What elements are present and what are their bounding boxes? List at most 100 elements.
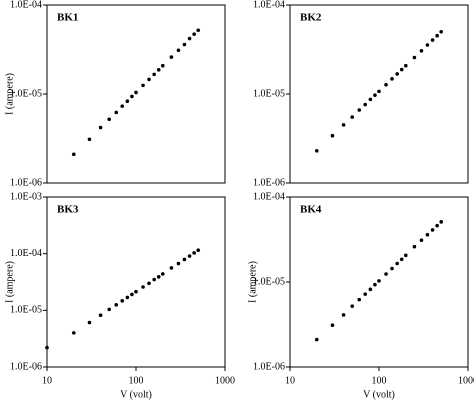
data-point <box>341 313 346 317</box>
data-point <box>363 292 368 296</box>
data-point <box>87 137 92 142</box>
data-point <box>125 295 130 300</box>
data-point <box>196 248 201 253</box>
data-point <box>187 36 192 41</box>
data-point <box>425 232 430 237</box>
x-axis-label: V (volt) <box>363 389 395 400</box>
plot-frame <box>46 196 226 368</box>
data-point <box>350 304 355 308</box>
data-point <box>71 331 76 335</box>
panel-title: BK3 <box>57 204 79 216</box>
data-point <box>439 220 444 224</box>
y-axis-label: I (ampere) <box>4 73 15 115</box>
data-point <box>363 102 368 107</box>
data-point <box>196 28 201 33</box>
data-point <box>187 254 192 258</box>
data-point <box>403 253 408 258</box>
data-point <box>419 48 424 53</box>
data-point <box>330 133 335 138</box>
data-point <box>152 277 156 282</box>
data-point <box>419 238 424 243</box>
data-point <box>384 272 388 276</box>
data-point <box>384 82 388 87</box>
data-point <box>134 90 138 95</box>
panel-title: BK1 <box>57 12 78 24</box>
y-tick-label: 1.0E-04 <box>10 0 42 10</box>
data-point <box>134 289 138 294</box>
data-point <box>435 223 439 228</box>
y-tick-label: 1.0E-06 <box>253 177 285 188</box>
data-point <box>176 261 181 266</box>
y-tick-label: 1.0E-04 <box>10 248 42 259</box>
data-point <box>152 72 156 77</box>
data-point <box>357 297 362 302</box>
y-tick-label: 1.0E-03 <box>10 191 42 202</box>
data-point <box>130 292 134 297</box>
y-tick-label: 1.0E-06 <box>10 361 42 372</box>
data-point <box>160 272 165 276</box>
data-point <box>107 307 112 312</box>
data-point <box>377 279 381 283</box>
x-tick-label: 100 <box>129 375 144 386</box>
data-point <box>399 67 404 72</box>
data-point <box>125 99 130 104</box>
data-point <box>430 38 435 42</box>
data-point <box>399 257 404 262</box>
data-point <box>395 72 399 76</box>
y-axis-label: I (ampere) <box>247 261 258 303</box>
y-tick-label: 1.0E-04 <box>253 0 285 10</box>
panel-title: BK4 <box>300 204 322 216</box>
data-point <box>435 33 439 38</box>
data-point <box>141 83 145 88</box>
y-tick-label: 1.0E-05 <box>10 88 42 99</box>
panel-title: BK2 <box>300 12 322 24</box>
data-point <box>114 110 119 115</box>
data-point <box>176 48 181 53</box>
data-point <box>114 303 119 307</box>
y-tick-label: 1.0E-06 <box>10 177 42 188</box>
data-point <box>169 55 174 59</box>
data-point <box>330 323 335 328</box>
x-tick-label: 10 <box>285 375 295 386</box>
data-point <box>403 63 408 68</box>
data-point <box>182 257 187 262</box>
data-point <box>160 63 165 68</box>
data-point <box>395 261 399 266</box>
data-point <box>182 42 187 47</box>
data-point <box>377 89 381 94</box>
data-point <box>430 228 435 232</box>
data-point <box>98 313 103 318</box>
x-tick-label: 1000 <box>458 375 474 386</box>
data-point <box>130 94 134 99</box>
data-point <box>192 251 196 255</box>
data-point <box>314 337 319 342</box>
data-point <box>45 345 49 350</box>
data-point <box>390 77 394 81</box>
data-point <box>87 320 92 325</box>
data-point <box>192 32 196 36</box>
data-point <box>357 108 362 112</box>
y-tick-label: 1.0E-06 <box>253 361 285 372</box>
data-point <box>156 275 161 279</box>
data-point <box>412 244 417 249</box>
data-point <box>373 93 377 97</box>
data-point <box>390 266 394 271</box>
data-point <box>147 77 151 82</box>
x-tick-label: 100 <box>372 375 387 386</box>
data-point <box>120 299 125 303</box>
y-tick-label: 1.0E-05 <box>253 88 285 99</box>
data-point <box>368 287 373 292</box>
data-point <box>425 43 430 47</box>
x-axis-label: V (volt) <box>120 389 152 400</box>
x-tick-label: 1000 <box>215 375 235 386</box>
data-point <box>412 55 417 60</box>
data-point <box>368 97 373 102</box>
y-axis-label: I (ampere) <box>4 261 15 303</box>
data-point <box>141 285 145 289</box>
x-tick-label: 10 <box>42 375 52 386</box>
data-point <box>71 152 76 157</box>
data-point <box>120 104 125 108</box>
data-point <box>156 68 161 72</box>
data-point <box>341 123 346 127</box>
